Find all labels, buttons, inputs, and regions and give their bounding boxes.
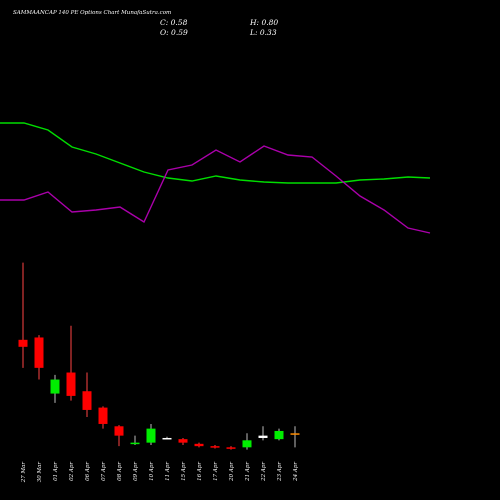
x-tick-label: 06 Apr	[85, 462, 91, 481]
close-value: C: 0.58	[160, 18, 188, 27]
x-tick-label: 23 Apr	[277, 462, 283, 482]
x-tick-label: 16 Apr	[197, 462, 203, 481]
candle-body-11	[194, 443, 204, 447]
x-tick-label: 01 Apr	[53, 462, 59, 481]
candle-body-15	[258, 435, 268, 438]
x-tick-label: 08 Apr	[117, 462, 123, 481]
candle-body-10	[178, 439, 188, 443]
candle-body-4	[82, 391, 92, 410]
x-tick-label: 17 Apr	[213, 462, 219, 481]
open-value: O: 0.59	[160, 28, 188, 37]
indicator-line-0	[0, 122, 431, 184]
x-tick-label: 10 Apr	[149, 462, 155, 481]
candle-body-16	[274, 430, 284, 440]
candle-body-17	[290, 433, 300, 435]
low-value: L: 0.33	[250, 28, 277, 37]
x-tick-label: 21 Apr	[245, 462, 251, 482]
candle-body-8	[146, 428, 156, 443]
candle-body-2	[50, 379, 60, 394]
x-tick-label: 30 Mar	[37, 462, 43, 483]
x-tick-label: 24 Apr	[293, 462, 299, 482]
candle-body-12	[210, 446, 220, 448]
candle-body-14	[242, 440, 252, 448]
x-tick-label: 09 Apr	[133, 462, 139, 481]
candle-body-9	[162, 437, 172, 440]
candle-body-13	[226, 447, 236, 449]
candle-body-0	[18, 339, 28, 347]
indicator-line-1	[0, 145, 431, 234]
x-tick-label: 20 Apr	[229, 462, 235, 482]
x-tick-label: 11 Apr	[165, 462, 171, 481]
chart-title: SAMMAANCAP 140 PE Options Chart MunafaSu…	[13, 10, 172, 16]
candle-body-3	[66, 372, 76, 396]
candle-body-5	[98, 407, 108, 424]
x-tick-label: 15 Apr	[181, 462, 187, 481]
x-tick-label: 07 Apr	[101, 462, 107, 481]
candle-body-7	[130, 442, 140, 445]
x-tick-label: 22 Apr	[261, 462, 267, 482]
x-tick-label: 02 Apr	[69, 462, 75, 481]
x-tick-label: 27 Mar	[21, 462, 27, 484]
high-value: H: 0.80	[250, 18, 279, 27]
candle-body-1	[34, 337, 44, 368]
candle-body-6	[114, 426, 124, 436]
